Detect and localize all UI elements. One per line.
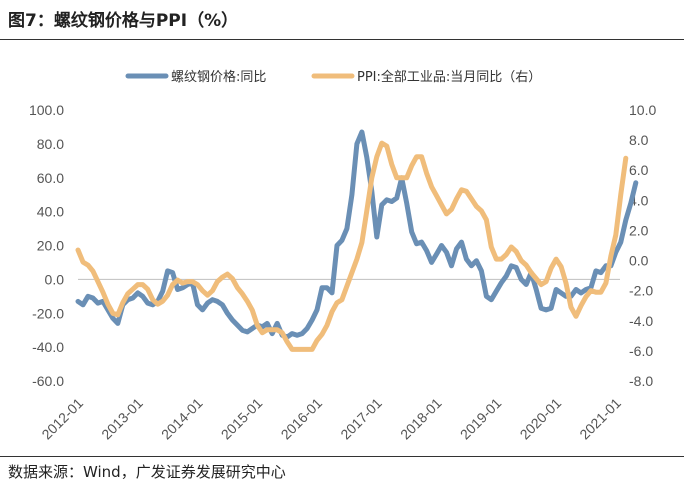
left-tick-label: 0.0 (45, 271, 65, 287)
left-tick-label: -40.0 (32, 339, 64, 355)
x-tick-label: 2021-01 (576, 395, 624, 443)
right-tick-label: 8.0 (629, 132, 649, 148)
figure-title: 图7：螺纹钢价格与PPI（%） (8, 11, 239, 31)
x-tick-label: 2013-01 (98, 395, 146, 443)
x-tick-label: 2016-01 (278, 395, 326, 443)
right-tick-label: -2.0 (629, 283, 653, 299)
right-tick-label: -4.0 (629, 313, 653, 329)
series-line-steel-yoy (75, 129, 639, 340)
x-tick-label: 2014-01 (158, 395, 206, 443)
x-tick-label: 2018-01 (397, 395, 445, 443)
legend: 螺纹钢价格:同比 PPI:全部工业品:当月同比（右） (125, 69, 541, 85)
right-axis: 10.08.06.04.02.00.0-2.0-4.0-6.0-8.0 (629, 102, 656, 389)
series-layer (75, 129, 639, 352)
x-tick-label: 2020-01 (517, 395, 565, 443)
source-rule (0, 456, 684, 457)
x-tick-label: 2017-01 (337, 395, 385, 443)
left-tick-label: 80.0 (37, 136, 64, 152)
title-rule (0, 39, 684, 40)
x-tick-label: 2019-01 (457, 395, 505, 443)
right-tick-label: 2.0 (629, 222, 649, 238)
legend-label-steel: 螺纹钢价格:同比 (171, 69, 266, 85)
left-tick-label: 40.0 (37, 204, 64, 220)
legend-label-ppi: PPI:全部工业品:当月同比（右） (357, 69, 541, 85)
right-tick-label: -8.0 (629, 373, 653, 389)
right-tick-label: 0.0 (629, 253, 649, 269)
left-axis: 100.0 80.0 60.0 40.0 20.0 0.0 -20.0 -40.0 -60.0 (29, 102, 64, 389)
left-tick-label: 100.0 (29, 102, 64, 118)
series-line-ppi-yoy (75, 140, 629, 352)
right-tick-label: 6.0 (629, 162, 649, 178)
chart: 螺纹钢价格:同比 PPI:全部工业品:当月同比（右） 100.0 80.0 60.0… (29, 69, 657, 443)
left-tick-label: 20.0 (37, 238, 64, 254)
x-tick-label: 2015-01 (218, 395, 266, 443)
left-tick-label: -60.0 (32, 373, 64, 389)
left-tick-label: -20.0 (32, 305, 64, 321)
right-tick-label: 10.0 (629, 102, 656, 118)
source-note: 数据来源：Wind，广发证券发展研究中心 (8, 463, 286, 481)
x-tick-label: 2012-01 (38, 395, 86, 443)
left-tick-label: 60.0 (37, 170, 64, 186)
right-tick-label: -6.0 (629, 343, 653, 359)
